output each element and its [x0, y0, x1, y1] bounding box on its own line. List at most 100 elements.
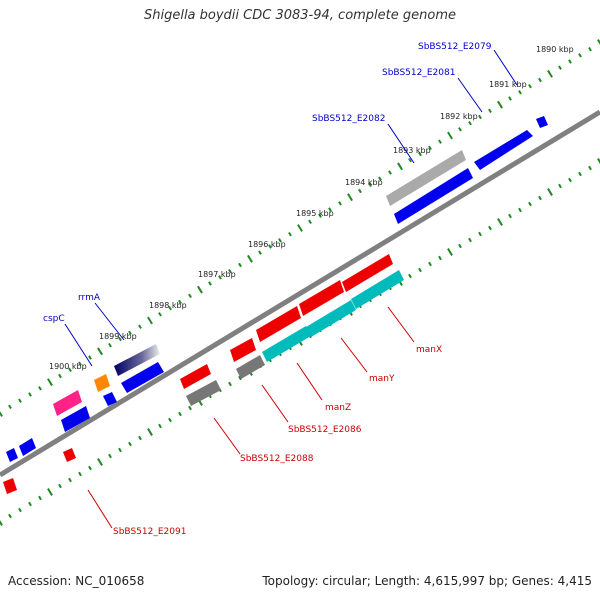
scale-tick [318, 213, 322, 218]
scale-tick [28, 392, 32, 397]
scale-tick [138, 435, 142, 441]
scale-tick [418, 151, 422, 157]
scale-tick [78, 361, 82, 366]
scale-tick [538, 195, 542, 201]
map-title: Shigella boydii CDC 3083-94, complete ge… [143, 8, 457, 23]
gene-feature-misc [53, 390, 82, 416]
scale-tick [258, 250, 262, 255]
scale-label-1895: 1895 kbp [296, 209, 334, 218]
scale-tick [478, 231, 482, 237]
scale-tick [178, 411, 182, 417]
scale-tick [118, 336, 122, 342]
scale-tick [447, 131, 453, 140]
scale-tick [438, 255, 442, 261]
callout-lines [64, 49, 518, 529]
scale-tick [58, 483, 62, 489]
scale-tick [528, 83, 532, 89]
scale-label-1897: 1897 kbp [198, 270, 236, 279]
scale-tick [108, 453, 112, 459]
scale-label-1896: 1896 kbp [248, 240, 286, 249]
scale-tick [578, 171, 582, 177]
scale-tick [188, 293, 192, 299]
scale-ruler-top [0, 39, 600, 417]
scale-tick [568, 59, 572, 64]
scale-tick [247, 254, 253, 263]
scale-tick [488, 225, 492, 231]
scale-tick [368, 182, 372, 188]
scale-tick [588, 165, 592, 171]
scale-tick [68, 477, 72, 483]
scale-tick [88, 355, 92, 360]
scale-tick [238, 262, 242, 268]
scale-tick [397, 162, 403, 171]
footer-stats: Topology: circular; Length: 4,615,997 bp… [262, 574, 592, 588]
scale-label-1898: 1898 kbp [149, 301, 187, 310]
gene-label-manX: manX [416, 345, 442, 355]
gene-feature-pseudo [236, 355, 265, 379]
scale-tick [378, 176, 382, 181]
scale-tick [88, 465, 92, 471]
gene-feature-mannose [262, 326, 311, 362]
scale-tick [68, 367, 72, 373]
gene-feature-mannose [306, 300, 356, 337]
gene-feature-mannose [351, 270, 404, 309]
gene-feature-trna [94, 374, 110, 392]
scale-tick [38, 495, 42, 501]
gene-feature-forward [19, 438, 36, 456]
gene-label-cspC: cspC [43, 314, 65, 324]
gene-feature-reverse [299, 280, 344, 316]
scale-tick [78, 471, 82, 477]
scale-tick [138, 324, 142, 329]
gene-label-SbBS512_E2088: SbBS512_E2088 [240, 454, 314, 464]
scale-tick [518, 90, 522, 95]
scale-tick [468, 237, 472, 243]
scale-tick [47, 488, 53, 496]
scale-tick [528, 201, 532, 207]
scale-tick [0, 520, 3, 526]
scale-tick [147, 316, 153, 325]
gene-feature-reverse [256, 306, 301, 342]
scale-tick [597, 39, 600, 45]
scale-tick [458, 127, 462, 132]
gene-feature-forward [474, 130, 533, 170]
scale-tick [408, 157, 412, 163]
scale-tick [238, 375, 242, 381]
scale-tick [108, 342, 112, 348]
scale-tick [428, 261, 432, 267]
scale-tick [128, 330, 132, 336]
scale-tick [128, 441, 132, 447]
scale-label-1891: 1891 kbp [489, 80, 527, 89]
scale-tick [347, 193, 353, 202]
gene-feature-pseudo [186, 380, 221, 406]
forward-strand-features [6, 116, 548, 462]
scale-tick [158, 312, 162, 317]
gene-feature-reverse [230, 338, 256, 362]
scale-tick [518, 207, 522, 213]
scale-label-1900: 1900 kbp [49, 362, 87, 371]
scale-labels: 1890 kbp 1891 kbp 1892 kbp 1893 kbp 1894… [49, 45, 574, 371]
gene-feature-rrna [114, 344, 160, 376]
scale-tick [547, 188, 553, 196]
scale-tick [568, 177, 572, 183]
scale-tick [18, 507, 22, 513]
scale-tick [218, 275, 222, 280]
scale-tick [168, 305, 172, 311]
scale-tick [58, 373, 62, 379]
scale-tick [538, 77, 542, 83]
scale-tick [38, 386, 42, 391]
scale-tick [558, 65, 562, 70]
scale-tick [497, 100, 503, 109]
top-gene-labels: SbBS512_E2079 SbBS512_E2081 SbBS512_E208… [43, 42, 492, 324]
gene-feature-pseudo [386, 150, 466, 206]
scale-tick [228, 268, 232, 274]
scale-tick [18, 398, 22, 403]
scale-tick [588, 46, 592, 52]
scale-label-1899: 1899 kbp [99, 332, 137, 341]
scale-tick [0, 411, 3, 417]
gene-feature-forward [61, 406, 90, 432]
scale-tick [188, 405, 192, 411]
gene-feature-forward [394, 168, 473, 224]
scale-tick [438, 139, 442, 144]
scale-tick [278, 238, 282, 243]
scale-tick [8, 513, 12, 519]
